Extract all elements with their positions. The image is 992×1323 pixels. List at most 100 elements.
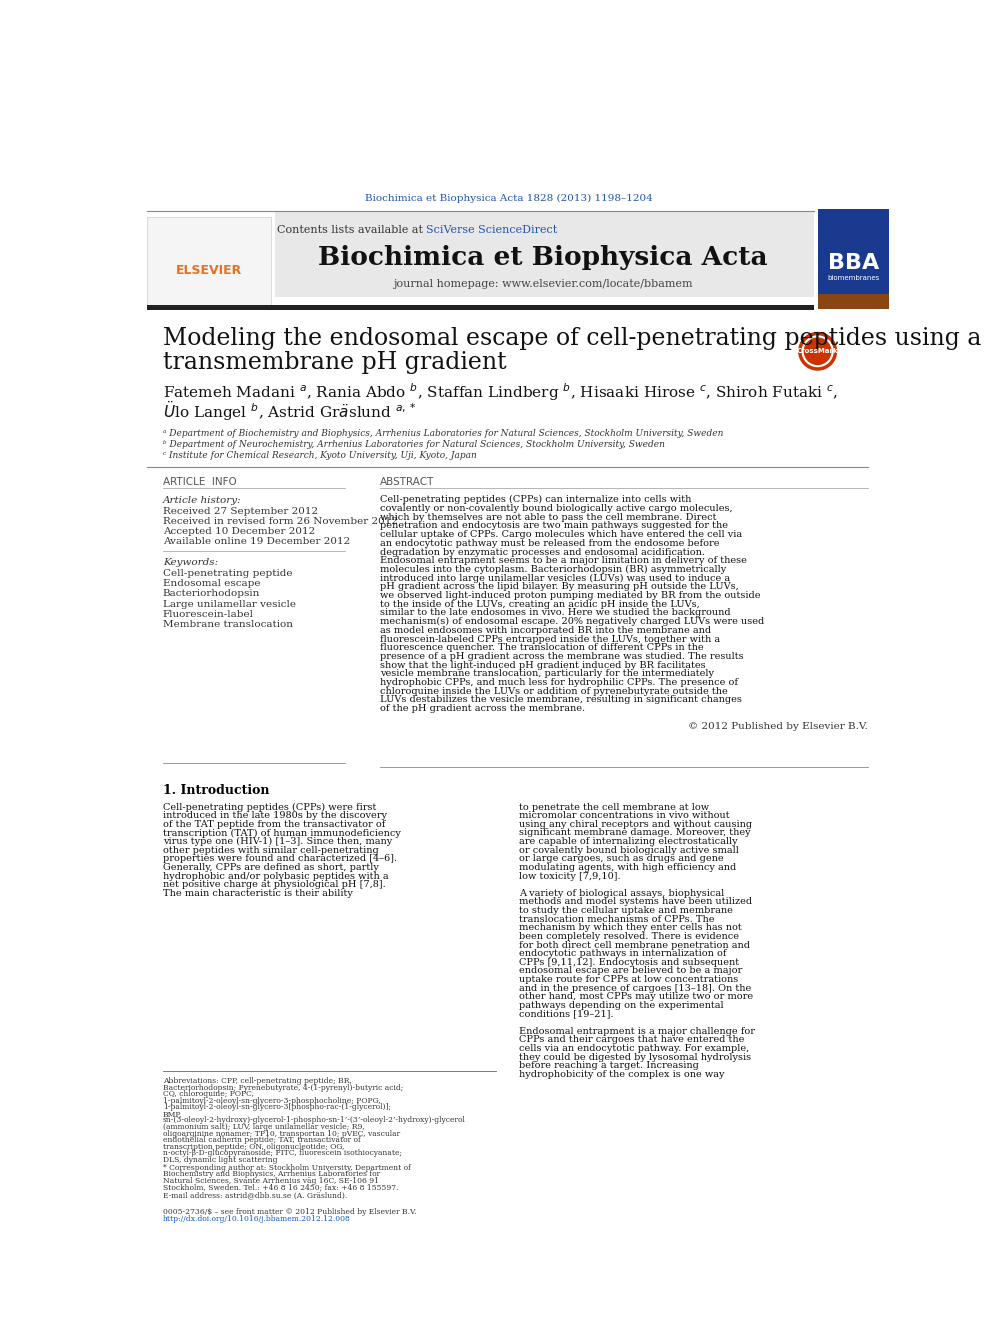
- Text: ᵇ Department of Neurochemistry, Arrhenius Laboratories for Natural Sciences, Sto: ᵇ Department of Neurochemistry, Arrheniu…: [163, 441, 665, 448]
- Text: which by themselves are not able to pass the cell membrane. Direct: which by themselves are not able to pass…: [380, 513, 716, 521]
- Text: Keywords:: Keywords:: [163, 558, 218, 566]
- Text: ᵃ Department of Biochemistry and Biophysics, Arrhenius Laboratories for Natural : ᵃ Department of Biochemistry and Biophys…: [163, 429, 723, 438]
- Text: significant membrane damage. Moreover, they: significant membrane damage. Moreover, t…: [519, 828, 751, 837]
- Text: CrossMark: CrossMark: [797, 348, 838, 355]
- Text: an endocytotic pathway must be released from the endosome before: an endocytotic pathway must be released …: [380, 538, 719, 548]
- Text: mechanism by which they enter cells has not: mechanism by which they enter cells has …: [519, 923, 742, 933]
- Text: CPPs [9,11,12]. Endocytosis and subsequent: CPPs [9,11,12]. Endocytosis and subseque…: [519, 958, 739, 967]
- Text: Cell-penetrating peptides (CPPs) were first: Cell-penetrating peptides (CPPs) were fi…: [163, 803, 376, 812]
- Circle shape: [804, 337, 831, 365]
- Text: Abbreviations: CPP, cell-penetrating peptide; BR,: Abbreviations: CPP, cell-penetrating pep…: [163, 1077, 351, 1085]
- Text: Endosomal entrapment seems to be a major limitation in delivery of these: Endosomal entrapment seems to be a major…: [380, 556, 747, 565]
- Text: endosomal escape are believed to be a major: endosomal escape are believed to be a ma…: [519, 967, 742, 975]
- Text: conditions [19–21].: conditions [19–21].: [519, 1009, 614, 1019]
- Text: Fluorescein-label: Fluorescein-label: [163, 610, 254, 619]
- Text: Endosomal entrapment is a major challenge for: Endosomal entrapment is a major challeng…: [519, 1027, 755, 1036]
- Bar: [275, 212, 813, 298]
- Text: chloroquine inside the LUVs or addition of pyrenebutyrate outside the: chloroquine inside the LUVs or addition …: [380, 687, 727, 696]
- Text: degradation by enzymatic processes and endosomal acidification.: degradation by enzymatic processes and e…: [380, 548, 704, 557]
- Bar: [147, 306, 813, 311]
- Text: to penetrate the cell membrane at low: to penetrate the cell membrane at low: [519, 803, 709, 811]
- Text: The main characteristic is their ability: The main characteristic is their ability: [163, 889, 352, 898]
- Text: before reaching a target. Increasing: before reaching a target. Increasing: [519, 1061, 699, 1070]
- Text: 1. Introduction: 1. Introduction: [163, 783, 269, 796]
- Text: Generally, CPPs are defined as short, partly: Generally, CPPs are defined as short, pa…: [163, 863, 379, 872]
- Text: Cell-penetrating peptides (CPPs) can internalize into cells with: Cell-penetrating peptides (CPPs) can int…: [380, 495, 691, 504]
- Text: 0005-2736/$ – see front matter © 2012 Published by Elsevier B.V.: 0005-2736/$ – see front matter © 2012 Pu…: [163, 1208, 417, 1216]
- Text: using any chiral receptors and without causing: using any chiral receptors and without c…: [519, 820, 752, 828]
- Text: pathways depending on the experimental: pathways depending on the experimental: [519, 1002, 724, 1009]
- Text: micromolar concentrations in vivo without: micromolar concentrations in vivo withou…: [519, 811, 730, 820]
- Text: show that the light-induced pH gradient induced by BR facilitates: show that the light-induced pH gradient …: [380, 660, 705, 669]
- Text: Endosomal escape: Endosomal escape: [163, 579, 260, 587]
- Text: of the pH gradient across the membrane.: of the pH gradient across the membrane.: [380, 704, 585, 713]
- Text: transmembrane pH gradient: transmembrane pH gradient: [163, 351, 506, 373]
- Text: Contents lists available at: Contents lists available at: [277, 225, 427, 235]
- Text: or large cargoes, such as drugs and gene: or large cargoes, such as drugs and gene: [519, 855, 724, 864]
- Text: Biochimica et Biophysica Acta: Biochimica et Biophysica Acta: [317, 245, 768, 270]
- Text: Natural Sciences, Svante Arrhenius väg 16C, SE-106 91: Natural Sciences, Svante Arrhenius väg 1…: [163, 1177, 379, 1185]
- Text: methods and model systems have been utilized: methods and model systems have been util…: [519, 897, 752, 906]
- Text: as model endosomes with incorporated BR into the membrane and: as model endosomes with incorporated BR …: [380, 626, 711, 635]
- Text: other peptides with similar cell-penetrating: other peptides with similar cell-penetra…: [163, 845, 379, 855]
- Text: introduced in the late 1980s by the discovery: introduced in the late 1980s by the disc…: [163, 811, 387, 820]
- Text: Biochimica et Biophysica Acta 1828 (2013) 1198–1204: Biochimica et Biophysica Acta 1828 (2013…: [364, 194, 653, 204]
- Text: SciVerse ScienceDirect: SciVerse ScienceDirect: [427, 225, 558, 235]
- Text: journal homepage: www.elsevier.com/locate/bbamem: journal homepage: www.elsevier.com/locat…: [393, 279, 692, 290]
- Text: (ammonium salt); LUV, large unilamellar vesicle; R9,: (ammonium salt); LUV, large unilamellar …: [163, 1123, 364, 1131]
- Text: other hand, most CPPs may utilize two or more: other hand, most CPPs may utilize two or…: [519, 992, 753, 1002]
- Text: Available online 19 December 2012: Available online 19 December 2012: [163, 537, 350, 546]
- Text: http://dx.doi.org/10.1016/j.bbamem.2012.12.008: http://dx.doi.org/10.1016/j.bbamem.2012.…: [163, 1216, 350, 1224]
- Text: translocation mechanisms of CPPs. The: translocation mechanisms of CPPs. The: [519, 914, 715, 923]
- Text: DLS, dynamic light scattering: DLS, dynamic light scattering: [163, 1156, 277, 1164]
- Text: for both direct cell membrane penetration and: for both direct cell membrane penetratio…: [519, 941, 750, 950]
- Text: Received 27 September 2012: Received 27 September 2012: [163, 507, 317, 516]
- Text: are capable of internalizing electrostatically: are capable of internalizing electrostat…: [519, 837, 738, 847]
- Text: of the TAT peptide from the transactivator of: of the TAT peptide from the transactivat…: [163, 820, 385, 828]
- Text: © 2012 Published by Elsevier B.V.: © 2012 Published by Elsevier B.V.: [688, 722, 868, 732]
- Text: hydrophobicity of the complex is one way: hydrophobicity of the complex is one way: [519, 1070, 725, 1080]
- Text: Bacteriorhodopsin: Bacteriorhodopsin: [163, 589, 260, 598]
- Text: molecules into the cytoplasm. Bacteriorhodopsin (BR) asymmetrically: molecules into the cytoplasm. Bacteriorh…: [380, 565, 726, 574]
- Text: penetration and endocytosis are two main pathways suggested for the: penetration and endocytosis are two main…: [380, 521, 728, 531]
- Text: fluorescein-labeled CPPs entrapped inside the LUVs, together with a: fluorescein-labeled CPPs entrapped insid…: [380, 635, 720, 643]
- Text: presence of a pH gradient across the membrane was studied. The results: presence of a pH gradient across the mem…: [380, 652, 743, 662]
- Bar: [817, 209, 889, 298]
- Text: ᶜ Institute for Chemical Research, Kyoto University, Uji, Kyoto, Japan: ᶜ Institute for Chemical Research, Kyoto…: [163, 451, 476, 459]
- Text: net positive charge at physiological pH [7,8].: net positive charge at physiological pH …: [163, 880, 386, 889]
- Text: or covalently bound biologically active small: or covalently bound biologically active …: [519, 845, 739, 855]
- Text: cellular uptake of CPPs. Cargo molecules which have entered the cell via: cellular uptake of CPPs. Cargo molecules…: [380, 531, 742, 540]
- Text: covalently or non-covalently bound biologically active cargo molecules,: covalently or non-covalently bound biolo…: [380, 504, 732, 513]
- Text: fluorescence quencher. The translocation of different CPPs in the: fluorescence quencher. The translocation…: [380, 643, 703, 652]
- Text: biomembranes: biomembranes: [827, 275, 879, 280]
- Text: vesicle membrane translocation, particularly for the intermediately: vesicle membrane translocation, particul…: [380, 669, 714, 679]
- Text: sn-(3-oleoyl-2-hydroxy)-glycerol-1-phospho-sn-1’-(3’-oleoyl-2’-hydroxy)-glycerol: sn-(3-oleoyl-2-hydroxy)-glycerol-1-phosp…: [163, 1117, 465, 1125]
- Text: introduced into large unilamellar vesicles (LUVs) was used to induce a: introduced into large unilamellar vesicl…: [380, 574, 730, 582]
- Text: ABSTRACT: ABSTRACT: [380, 478, 434, 487]
- Text: E-mail address: astrid@dbb.su.se (A. Gräslund).: E-mail address: astrid@dbb.su.se (A. Grä…: [163, 1192, 347, 1200]
- Text: to study the cellular uptake and membrane: to study the cellular uptake and membran…: [519, 906, 733, 916]
- Text: they could be digested by lysosomal hydrolysis: they could be digested by lysosomal hydr…: [519, 1053, 751, 1061]
- Text: to the inside of the LUVs, creating an acidic pH inside the LUVs,: to the inside of the LUVs, creating an a…: [380, 599, 699, 609]
- Bar: [147, 217, 271, 308]
- Text: Accepted 10 December 2012: Accepted 10 December 2012: [163, 527, 315, 536]
- Text: cells via an endocytotic pathway. For example,: cells via an endocytotic pathway. For ex…: [519, 1044, 750, 1053]
- Text: pH gradient across the lipid bilayer. By measuring pH outside the LUVs,: pH gradient across the lipid bilayer. By…: [380, 582, 738, 591]
- Text: $\ddot{U}$lo Langel $^{b}$, Astrid Gr$\ddot{a}$slund $^{a,*}$: $\ddot{U}$lo Langel $^{b}$, Astrid Gr$\d…: [163, 400, 417, 423]
- Text: oligoarginine nonamer; TP10, transportan 10; pVEC, vascular: oligoarginine nonamer; TP10, transportan…: [163, 1130, 400, 1138]
- Text: Bacteriorhodopsin; Pyrenebutyrate, 4-(1-pyrenyl)-butyric acid;: Bacteriorhodopsin; Pyrenebutyrate, 4-(1-…: [163, 1084, 403, 1091]
- Text: CQ, chloroquine; POPC,: CQ, chloroquine; POPC,: [163, 1090, 254, 1098]
- Text: low toxicity [7,9,10].: low toxicity [7,9,10].: [519, 872, 621, 881]
- Text: and in the presence of cargoes [13–18]. On the: and in the presence of cargoes [13–18]. …: [519, 984, 752, 992]
- Bar: [817, 294, 889, 308]
- Text: endocytotic pathways in internalization of: endocytotic pathways in internalization …: [519, 949, 727, 958]
- Text: n-octyl-β-D-glucopyranoside; FITC, fluorescein isothiocyanate;: n-octyl-β-D-glucopyranoside; FITC, fluor…: [163, 1150, 402, 1158]
- Text: 1-palmitoyl-2-oleoyl-sn-glycero-3-phosphocholine; POPG,: 1-palmitoyl-2-oleoyl-sn-glycero-3-phosph…: [163, 1097, 381, 1105]
- Text: virus type one (HIV-1) [1–3]. Since then, many: virus type one (HIV-1) [1–3]. Since then…: [163, 837, 392, 847]
- Text: we observed light-induced proton pumping mediated by BR from the outside: we observed light-induced proton pumping…: [380, 591, 760, 601]
- Text: ELSEVIER: ELSEVIER: [177, 263, 242, 277]
- Text: * Corresponding author at: Stockholm University, Department of: * Corresponding author at: Stockholm Uni…: [163, 1164, 411, 1172]
- Text: similar to the late endosomes in vivo. Here we studied the background: similar to the late endosomes in vivo. H…: [380, 609, 730, 618]
- Text: transcription peptide; ON, oligonucleotide; OG,: transcription peptide; ON, oligonucleoti…: [163, 1143, 344, 1151]
- Text: hydrophobic CPPs, and much less for hydrophilic CPPs. The presence of: hydrophobic CPPs, and much less for hydr…: [380, 679, 738, 687]
